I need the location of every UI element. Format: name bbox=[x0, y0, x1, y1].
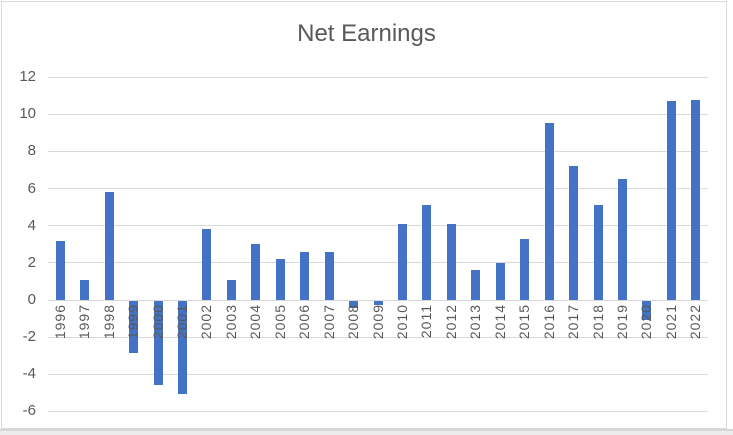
x-axis-label-2007: 2007 bbox=[320, 304, 337, 340]
bar-2009 bbox=[373, 301, 383, 305]
bar-2017 bbox=[569, 166, 579, 300]
x-axis-label-2005: 2005 bbox=[271, 304, 288, 340]
bar-2012 bbox=[446, 223, 456, 300]
bar-2021 bbox=[666, 101, 676, 300]
x-axis-label-1996: 1996 bbox=[51, 304, 68, 340]
y-axis-label-2: 2 bbox=[27, 253, 36, 271]
x-axis-label-2004: 2004 bbox=[247, 304, 264, 340]
bar-2019 bbox=[617, 179, 627, 300]
x-axis-label-1997: 1997 bbox=[76, 304, 93, 340]
chart-border bbox=[1, 1, 727, 429]
y-axis-label-0: 0 bbox=[27, 291, 36, 308]
x-axis-label-2000: 2000 bbox=[149, 304, 166, 340]
bar-2003 bbox=[226, 279, 236, 300]
gridline-2 bbox=[48, 262, 708, 264]
bar-2018 bbox=[593, 205, 603, 300]
y-axis-label-8: 8 bbox=[27, 142, 36, 160]
x-axis-label-2018: 2018 bbox=[589, 304, 606, 340]
x-axis-label-2017: 2017 bbox=[565, 304, 582, 340]
y-axis-label-4: 4 bbox=[27, 216, 36, 234]
bar-2011 bbox=[422, 205, 432, 300]
x-axis-label-2012: 2012 bbox=[442, 304, 459, 340]
gridline-10 bbox=[48, 113, 708, 115]
bar-2001 bbox=[177, 301, 187, 394]
y-axis-label-10: 10 bbox=[19, 105, 36, 123]
x-axis-label-1999: 1999 bbox=[125, 304, 142, 340]
y-axis-label-6: 6 bbox=[27, 179, 36, 197]
bar-2016 bbox=[544, 123, 554, 300]
bar-2015 bbox=[520, 238, 530, 300]
x-axis-label-2009: 2009 bbox=[369, 304, 386, 340]
chart-title: Net Earnings bbox=[297, 20, 436, 47]
gridline--2 bbox=[48, 336, 708, 338]
worksheet-edge-line bbox=[0, 429, 733, 431]
gridline-4 bbox=[48, 225, 708, 227]
y-axis-label--2: -2 bbox=[22, 328, 36, 346]
x-axis-label-2010: 2010 bbox=[393, 304, 410, 340]
gridline--4 bbox=[48, 373, 708, 375]
bar-2022 bbox=[691, 100, 701, 300]
x-axis-label-2022: 2022 bbox=[687, 304, 704, 340]
bar-1997 bbox=[80, 279, 90, 300]
bar-1999 bbox=[129, 301, 139, 354]
gridline-6 bbox=[48, 188, 708, 189]
gridline-8 bbox=[48, 150, 708, 152]
bar-2014 bbox=[495, 262, 505, 300]
y-axis-label--6: -6 bbox=[22, 402, 36, 420]
bar-2004 bbox=[251, 244, 261, 300]
x-axis-label-2008: 2008 bbox=[345, 304, 362, 340]
x-axis-label-2021: 2021 bbox=[662, 304, 679, 340]
x-axis-label-2014: 2014 bbox=[491, 304, 508, 340]
x-axis-label-2006: 2006 bbox=[296, 304, 313, 340]
y-axis-label-12: 12 bbox=[19, 68, 36, 85]
bar-2002 bbox=[202, 229, 212, 300]
bar-2008 bbox=[349, 301, 359, 309]
gridline-12 bbox=[48, 76, 708, 78]
x-axis-label-2016: 2016 bbox=[540, 304, 557, 340]
x-axis-label-2002: 2002 bbox=[198, 304, 215, 340]
bar-2010 bbox=[397, 223, 407, 300]
y-axis-label--4: -4 bbox=[22, 365, 36, 383]
bar-1996 bbox=[55, 240, 65, 300]
x-axis-label-1998: 1998 bbox=[100, 304, 117, 340]
bar-2000 bbox=[153, 301, 163, 385]
x-axis-label-2020: 2020 bbox=[638, 304, 655, 340]
worksheet-background-strip bbox=[0, 431, 733, 435]
bar-2005 bbox=[275, 259, 285, 300]
bar-2007 bbox=[324, 251, 334, 300]
bar-2020 bbox=[642, 301, 652, 320]
bar-1998 bbox=[104, 192, 114, 300]
bar-2013 bbox=[471, 270, 481, 300]
bar-2006 bbox=[300, 251, 310, 300]
gridline-0 bbox=[48, 299, 708, 301]
x-axis-label-2003: 2003 bbox=[222, 304, 239, 340]
x-axis-label-2019: 2019 bbox=[613, 304, 630, 340]
x-axis-label-2001: 2001 bbox=[173, 304, 190, 340]
x-axis-label-2015: 2015 bbox=[516, 304, 533, 340]
x-axis-label-2011: 2011 bbox=[418, 304, 435, 339]
x-axis-label-2013: 2013 bbox=[467, 304, 484, 340]
gridline--6 bbox=[48, 410, 708, 412]
